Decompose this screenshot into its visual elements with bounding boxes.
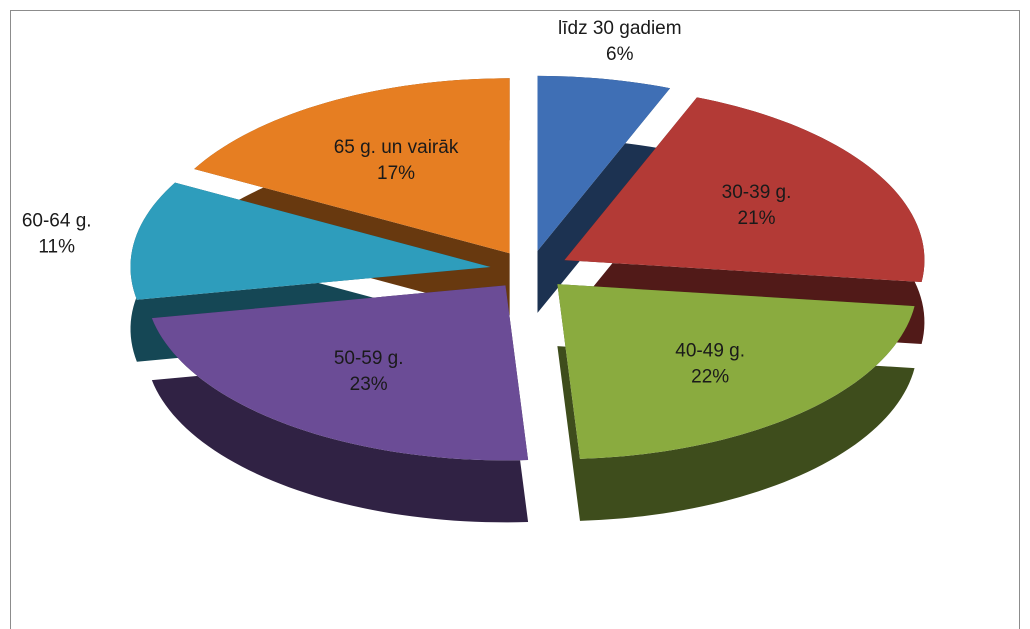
value-label: 6% bbox=[606, 44, 634, 65]
slice bbox=[537, 75, 671, 251]
slice bbox=[194, 78, 510, 254]
category-label: 30-39 g. bbox=[722, 182, 792, 203]
slice bbox=[130, 182, 491, 300]
data-labels: līdz 30 gadiem 6% 30-39 g. 21% 40-49 g. 22% 50… bbox=[22, 18, 792, 395]
data-label: 50-59 g. 23% bbox=[334, 348, 404, 395]
category-label: 60-64 g. bbox=[22, 211, 92, 232]
data-label: līdz 30 gadiem 6% bbox=[558, 18, 682, 65]
data-label: 60-64 g. 11% bbox=[22, 211, 92, 258]
value-label: 21% bbox=[738, 208, 776, 229]
slice bbox=[557, 284, 915, 459]
value-label: 23% bbox=[350, 374, 388, 395]
slice-tops bbox=[130, 75, 925, 461]
category-label: 65 g. un vairāk bbox=[334, 137, 459, 158]
slice bbox=[151, 285, 529, 461]
category-label: līdz 30 gadiem bbox=[558, 18, 682, 39]
slice bbox=[564, 97, 925, 283]
data-label: 65 g. un vairāk 17% bbox=[334, 137, 459, 184]
value-label: 22% bbox=[691, 366, 729, 387]
value-label: 17% bbox=[377, 163, 415, 184]
data-label: 40-49 g. 22% bbox=[675, 340, 745, 387]
category-label: 50-59 g. bbox=[334, 348, 404, 369]
data-label: 30-39 g. 21% bbox=[722, 182, 792, 229]
value-label: 11% bbox=[38, 237, 75, 258]
chart-frame bbox=[10, 10, 1020, 629]
category-label: 40-49 g. bbox=[675, 340, 745, 361]
